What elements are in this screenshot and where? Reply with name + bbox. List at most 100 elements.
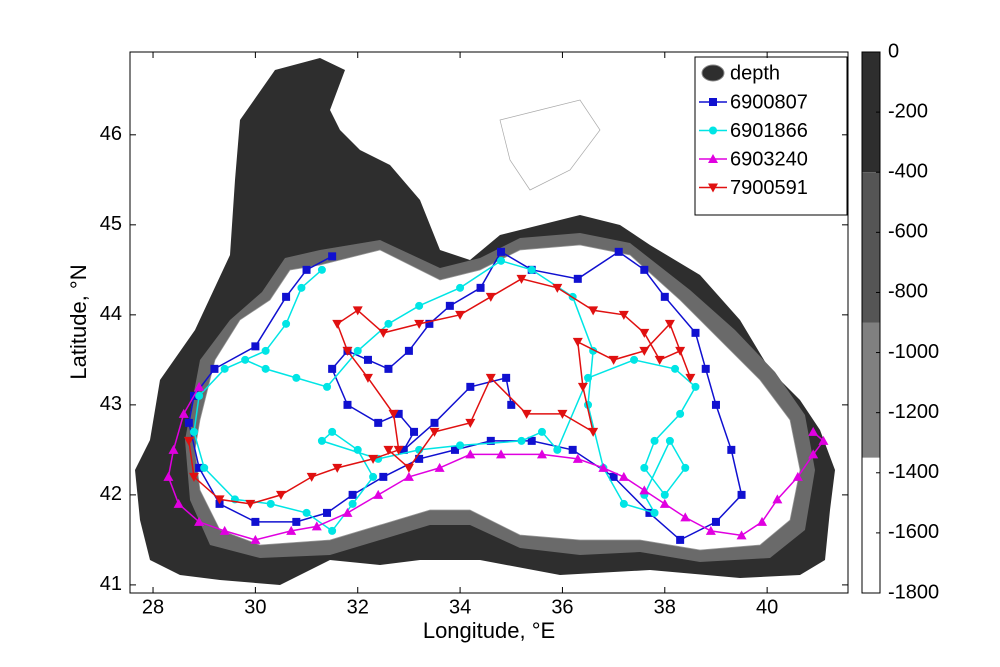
azov-sea bbox=[499, 99, 601, 191]
marker bbox=[711, 517, 720, 526]
marker bbox=[537, 427, 546, 436]
marker bbox=[465, 449, 476, 459]
y-axis-label: Latitude, °N bbox=[66, 264, 91, 379]
marker bbox=[736, 530, 747, 540]
marker bbox=[250, 534, 261, 544]
marker bbox=[685, 373, 696, 383]
marker bbox=[317, 265, 326, 274]
legend-label: depth bbox=[730, 62, 780, 84]
marker bbox=[353, 346, 362, 355]
marker bbox=[261, 346, 270, 355]
marker bbox=[456, 441, 465, 450]
marker bbox=[757, 516, 768, 526]
marker bbox=[220, 364, 229, 373]
marker bbox=[737, 490, 746, 499]
colorbar-tick-label: -1400 bbox=[888, 461, 939, 483]
marker bbox=[332, 463, 343, 473]
colorbar-band bbox=[862, 457, 880, 593]
legend-marker bbox=[709, 98, 717, 106]
marker bbox=[618, 471, 629, 481]
marker bbox=[521, 409, 532, 419]
marker bbox=[266, 499, 275, 508]
legend-swatch bbox=[701, 64, 725, 82]
plot-frame bbox=[129, 51, 849, 594]
marker bbox=[362, 373, 373, 383]
x-tick-label: 34 bbox=[449, 596, 471, 618]
legend-label: 6900807 bbox=[730, 91, 808, 113]
colorbar-tick-label: 0 bbox=[888, 40, 899, 62]
marker bbox=[681, 463, 690, 472]
marker bbox=[705, 525, 716, 535]
marker bbox=[328, 364, 337, 373]
marker bbox=[772, 494, 783, 504]
y-tick-label: 44 bbox=[100, 303, 122, 325]
x-tick-label: 32 bbox=[347, 596, 369, 618]
marker bbox=[399, 445, 408, 454]
marker bbox=[639, 328, 650, 338]
marker bbox=[639, 485, 650, 495]
marker bbox=[691, 382, 700, 391]
colorbar-tick-label: -1200 bbox=[888, 401, 939, 423]
legend-label: 6903240 bbox=[730, 148, 808, 170]
marker bbox=[598, 462, 609, 472]
marker bbox=[332, 319, 343, 329]
marker bbox=[184, 418, 193, 427]
marker bbox=[328, 252, 337, 261]
marker bbox=[434, 462, 445, 472]
marker bbox=[343, 400, 352, 409]
legend-marker bbox=[709, 126, 717, 135]
legend-label: 7900591 bbox=[730, 177, 808, 199]
marker bbox=[383, 445, 394, 455]
legend: depth 6900807 6901866 6903240 7900591 bbox=[694, 56, 848, 216]
marker bbox=[388, 409, 399, 419]
legend-label: 6901866 bbox=[730, 120, 808, 142]
marker bbox=[630, 355, 639, 364]
marker bbox=[618, 310, 629, 320]
marker bbox=[640, 265, 649, 274]
colorbar-tick-label: -400 bbox=[888, 161, 928, 183]
marker bbox=[374, 418, 383, 427]
marker bbox=[456, 283, 465, 292]
colorbar-band bbox=[862, 52, 880, 173]
marker bbox=[680, 512, 691, 522]
y-tick-label: 45 bbox=[100, 213, 122, 235]
marker bbox=[608, 355, 619, 365]
marker bbox=[711, 400, 720, 409]
marker bbox=[173, 498, 184, 508]
marker bbox=[465, 418, 476, 428]
colorbar-band bbox=[862, 322, 880, 458]
marker bbox=[251, 517, 260, 526]
marker bbox=[639, 346, 650, 356]
marker bbox=[241, 355, 250, 364]
marker bbox=[527, 265, 536, 274]
marker bbox=[659, 498, 670, 508]
marker bbox=[476, 283, 485, 292]
marker bbox=[676, 535, 685, 544]
marker bbox=[527, 436, 536, 445]
marker bbox=[507, 400, 516, 409]
marker bbox=[701, 364, 710, 373]
legend-marker bbox=[708, 183, 718, 193]
marker bbox=[497, 247, 506, 256]
marker bbox=[194, 516, 205, 526]
colorbar-band bbox=[862, 172, 880, 323]
marker bbox=[261, 364, 270, 373]
marker bbox=[497, 256, 506, 265]
marker bbox=[363, 355, 372, 364]
marker bbox=[352, 306, 363, 316]
marker bbox=[650, 436, 659, 445]
marker bbox=[588, 306, 599, 316]
marker bbox=[516, 274, 527, 284]
colorbar-tick-label: -800 bbox=[888, 281, 928, 303]
legend-marker bbox=[708, 154, 718, 163]
colorbar-tick-label: -200 bbox=[888, 100, 928, 122]
marker bbox=[568, 445, 577, 454]
marker bbox=[168, 444, 179, 454]
marker bbox=[517, 436, 526, 445]
x-tick-label: 36 bbox=[551, 596, 573, 618]
marker bbox=[302, 265, 311, 274]
x-axis-label: Longitude, °E bbox=[423, 618, 555, 643]
marker bbox=[275, 490, 286, 500]
marker bbox=[323, 382, 332, 391]
marker bbox=[660, 292, 669, 301]
